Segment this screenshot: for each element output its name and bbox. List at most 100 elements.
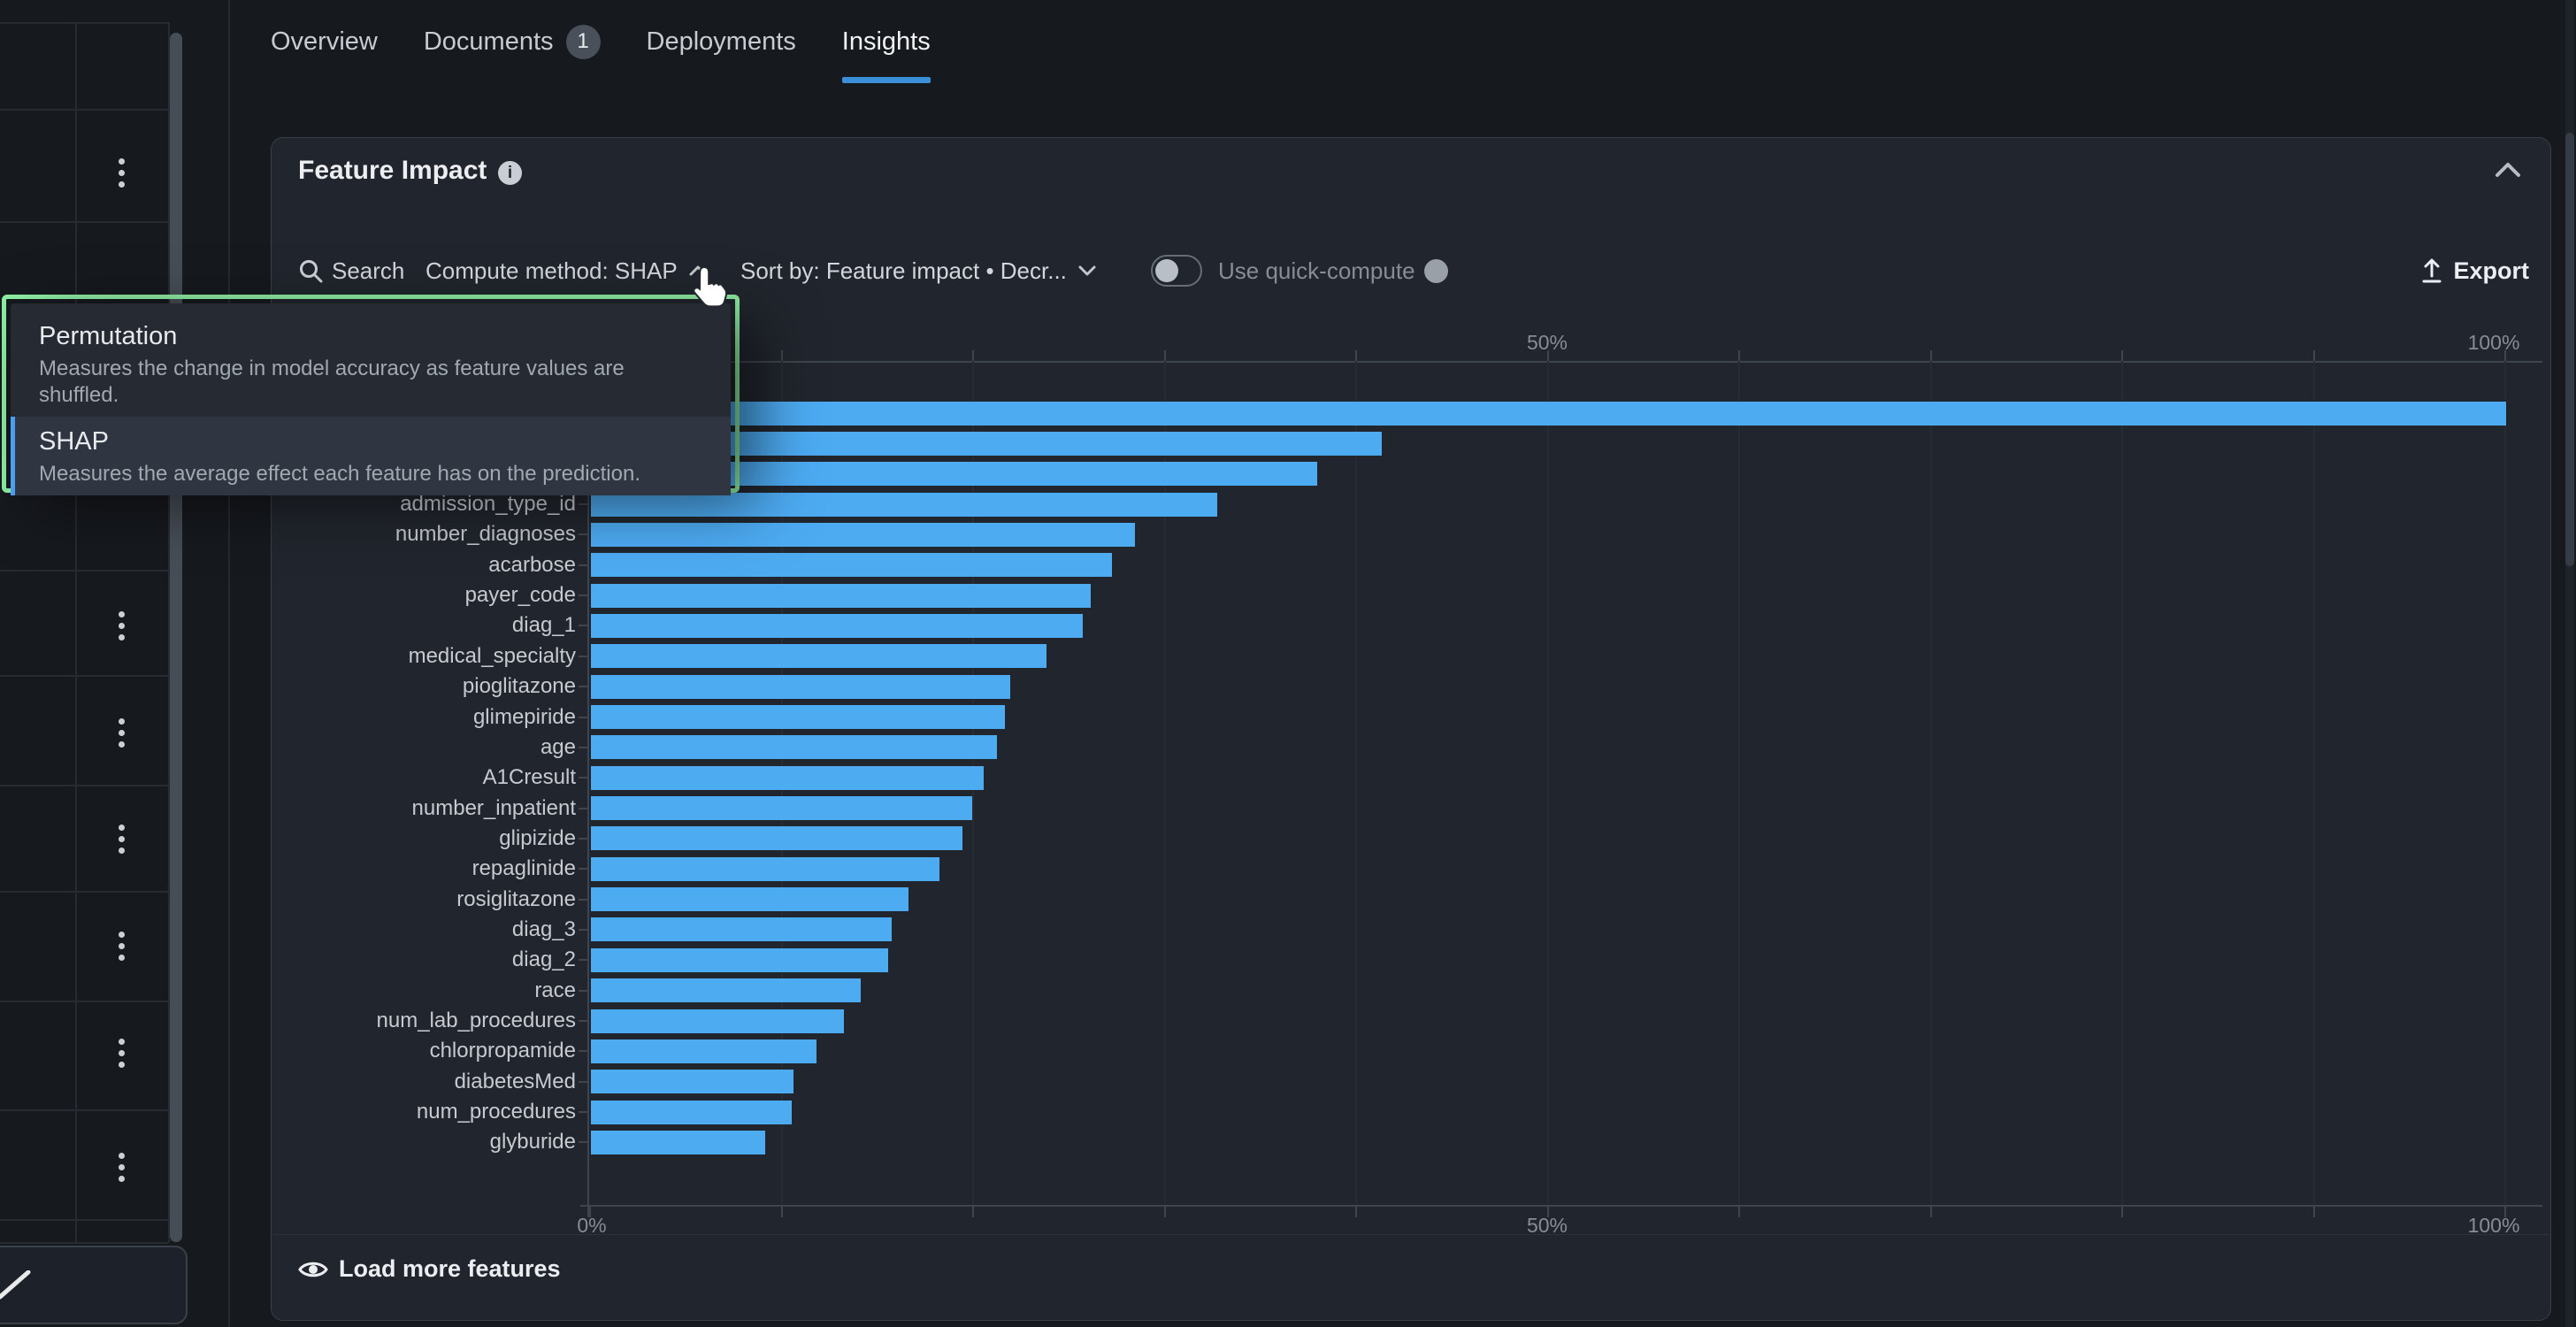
category-tick	[579, 928, 588, 931]
sort-by-dropdown-trigger[interactable]: Sort by: Feature impact • Decr...	[740, 251, 1099, 290]
feature-impact-bar	[591, 765, 984, 790]
gridline	[1738, 361, 1740, 1205]
feature-label: glipizide	[499, 825, 576, 850]
kebab-menu-button[interactable]	[106, 155, 136, 190]
dropdown-option-shap[interactable]: SHAP Measures the average effect each fea…	[11, 417, 731, 495]
kebab-menu-button[interactable]	[106, 1035, 136, 1070]
export-label: Export	[2453, 257, 2529, 284]
tab-label: Insights	[841, 27, 931, 56]
axis-tick	[2312, 1207, 2315, 1217]
compute-method-dropdown-trigger[interactable]: Compute method: SHAP	[426, 251, 709, 290]
axis-tick-label: 100%	[2467, 1214, 2520, 1237]
feature-label: diag_1	[511, 613, 576, 638]
feature-impact-bar	[591, 613, 1084, 638]
feature-impact-bar	[591, 978, 862, 1003]
feature-label: rosiglitazone	[456, 886, 576, 911]
kebab-menu-button[interactable]	[106, 608, 136, 643]
category-tick	[579, 686, 588, 688]
table-line	[0, 675, 168, 677]
tab-badge: 1	[565, 24, 601, 59]
feature-label: number_inpatient	[411, 795, 576, 820]
toast-panel	[0, 1246, 188, 1324]
chart-y-axis	[587, 355, 589, 1217]
feature-label: race	[534, 978, 576, 1002]
feature-label: num_procedures	[416, 1100, 576, 1124]
feature-label: admission_type_id	[400, 492, 576, 517]
kebab-menu-button[interactable]	[106, 715, 136, 750]
sort-by-label: Sort by: Feature impact • Decr...	[740, 257, 1067, 284]
axis-tick	[1355, 350, 1357, 361]
category-tick	[579, 746, 588, 748]
info-icon[interactable]	[1423, 258, 1448, 283]
table-right-edge	[168, 22, 170, 1243]
category-tick	[579, 898, 588, 901]
table-line	[0, 1219, 168, 1221]
table-line	[0, 1242, 168, 1244]
feature-label: glimepiride	[472, 704, 576, 729]
feature-label: acarbose	[488, 552, 576, 577]
feature-impact-bar	[591, 583, 1092, 608]
search-button[interactable]: Search	[298, 251, 404, 290]
gridline	[1929, 361, 1932, 1205]
axis-tick	[2312, 350, 2315, 361]
feature-label: payer_code	[464, 583, 576, 608]
load-more-features-button[interactable]: Load more features	[298, 1255, 561, 1283]
axis-tick	[1546, 1207, 1549, 1217]
category-tick	[579, 1080, 588, 1083]
panel-footer-divider	[272, 1234, 2549, 1235]
export-button[interactable]: Export	[2419, 251, 2529, 290]
axis-tick	[780, 1207, 783, 1217]
tab-insights[interactable]: Insights	[841, 27, 931, 83]
axis-tick-label: 100%	[2467, 331, 2520, 354]
feature-impact-bar	[591, 735, 997, 760]
feature-impact-bar	[591, 1070, 794, 1094]
feature-label: diag_2	[511, 947, 576, 972]
collapse-panel-button[interactable]	[2488, 156, 2527, 186]
axis-tick-label: 0%	[577, 1214, 607, 1237]
feature-impact-bar	[591, 947, 888, 972]
kebab-menu-button[interactable]	[106, 821, 136, 856]
gridline	[2504, 361, 2506, 1205]
page-divider	[228, 0, 230, 1327]
category-tick	[579, 777, 588, 779]
category-tick	[579, 989, 588, 992]
info-icon[interactable]: i	[498, 161, 522, 185]
feature-label: A1Cresult	[482, 765, 576, 790]
quick-compute-toggle[interactable]	[1151, 255, 1202, 287]
axis-tick	[2504, 1207, 2506, 1217]
kebab-menu-button[interactable]	[106, 1149, 136, 1185]
kebab-menu-button[interactable]	[106, 928, 136, 963]
eye-icon	[298, 1262, 328, 1277]
export-icon	[2422, 258, 2442, 283]
category-tick	[579, 655, 588, 657]
feature-label: diag_3	[511, 917, 576, 941]
feature-impact-bar	[591, 522, 1135, 547]
tab-label: Deployments	[646, 27, 796, 56]
category-tick	[579, 1141, 588, 1144]
tab-overview[interactable]: Overview	[271, 27, 378, 57]
feature-impact-bar	[591, 1100, 793, 1124]
panel-title: Feature Impact	[298, 156, 487, 185]
category-tick	[579, 716, 588, 718]
chart-top-axis	[580, 361, 2542, 363]
tab-deployments[interactable]: Deployments	[647, 27, 796, 57]
feature-impact-bar	[591, 674, 1011, 699]
category-tick	[579, 868, 588, 871]
category-tick	[579, 564, 588, 566]
feature-impact-bar	[591, 826, 962, 851]
dropdown-option-permutation[interactable]: Permutation Measures the change in model …	[11, 311, 731, 417]
feature-label: age	[540, 734, 576, 759]
axis-tick	[780, 350, 783, 361]
tab-documents[interactable]: Documents 1	[424, 24, 601, 59]
feature-impact-bar	[591, 796, 972, 821]
page-scrollbar-thumb[interactable]	[2565, 133, 2574, 566]
table-column-divider	[75, 22, 77, 1243]
dropdown-option-title: SHAP	[39, 427, 109, 456]
axis-tick	[1546, 350, 1549, 361]
left-table-scrollbar[interactable]	[170, 33, 182, 1242]
chevron-down-icon	[1078, 265, 1096, 276]
feature-impact-bar	[591, 1130, 765, 1154]
category-tick	[579, 533, 588, 536]
axis-tick	[1929, 350, 1932, 361]
quick-compute-label: Use quick-compute	[1218, 257, 1415, 284]
